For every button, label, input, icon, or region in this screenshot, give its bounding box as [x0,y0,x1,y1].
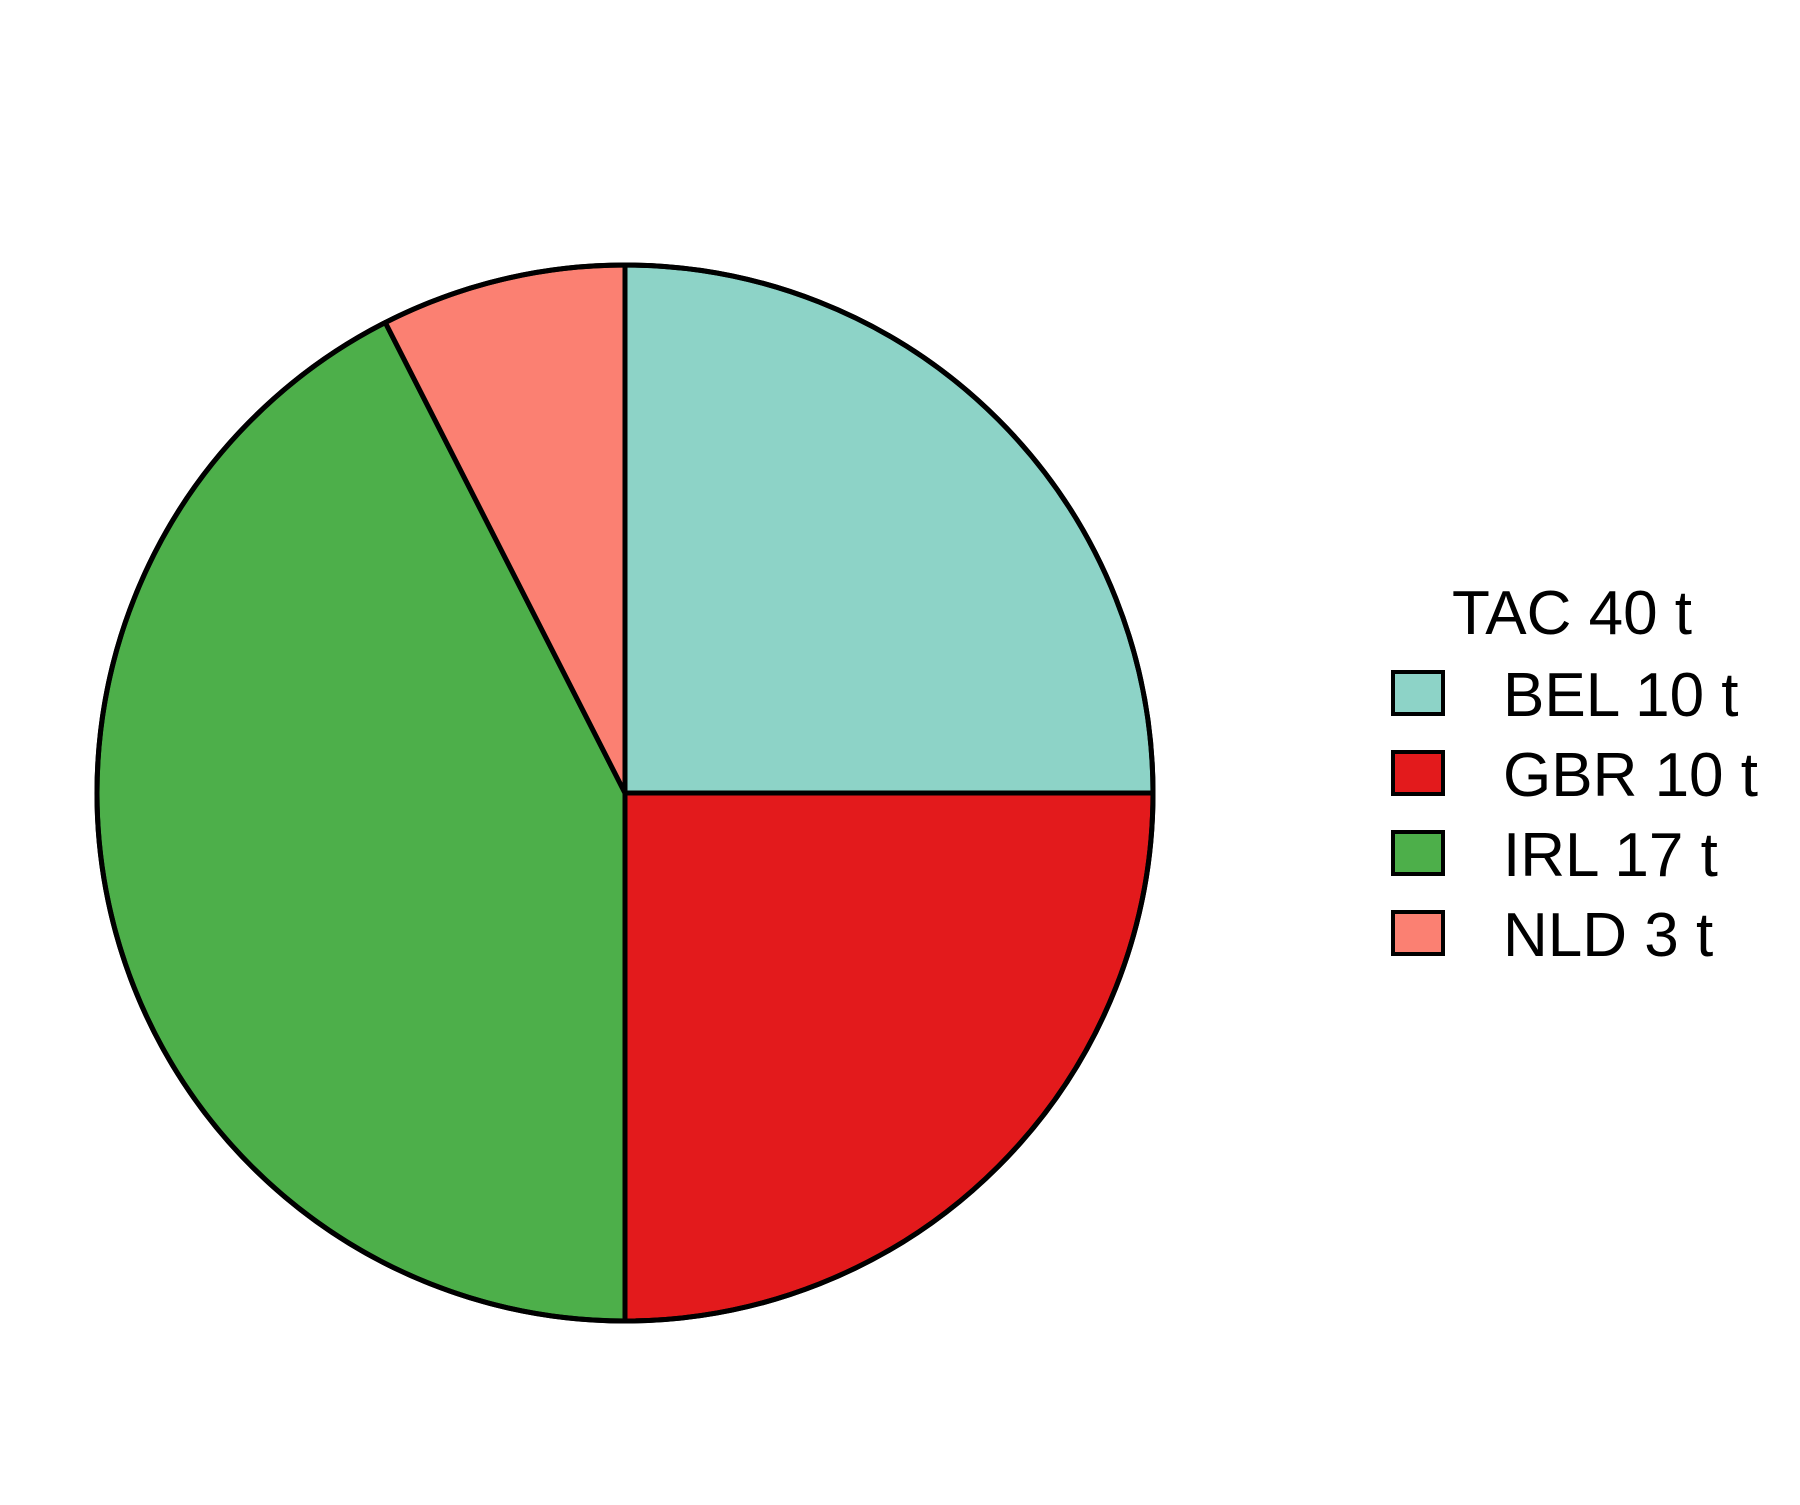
pie-slice-gbr [622,790,1156,1324]
legend-swatch-gbr [1391,750,1445,796]
legend-label-irl: IRL 17 t [1503,821,1718,890]
legend-title: TAC 40 t [1452,579,1692,648]
pie-slice-bel [622,262,1156,796]
pie-outline [94,262,1156,1324]
legend-label-nld: NLD 3 t [1503,901,1713,970]
legend-swatch-bel [1391,670,1445,716]
legend-label-gbr: GBR 10 t [1503,741,1758,810]
legend-label-bel: BEL 10 t [1503,661,1739,730]
pie-slices [94,262,1156,1324]
legend-swatch-nld [1391,910,1445,956]
legend-swatch-irl [1391,830,1445,876]
legend: TAC 40 t BEL 10 t GBR 10 t IRL 17 t NLD 3 t [1391,579,1758,970]
